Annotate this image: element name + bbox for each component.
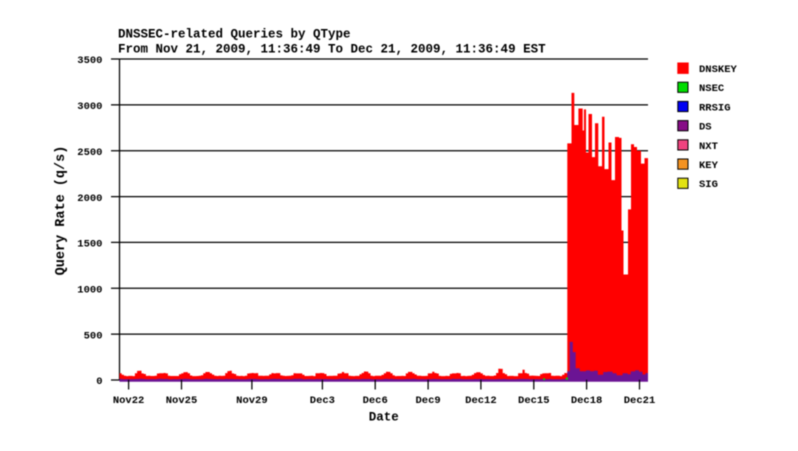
svg-text:Dec15: Dec15 (518, 395, 550, 407)
svg-text:2000: 2000 (77, 193, 102, 205)
svg-text:SIG: SIG (699, 179, 718, 191)
svg-text:2500: 2500 (77, 147, 102, 159)
svg-text:RRSIG: RRSIG (699, 102, 731, 114)
svg-text:1000: 1000 (77, 285, 102, 297)
svg-text:Dec9: Dec9 (415, 395, 440, 407)
svg-text:NXT: NXT (699, 141, 718, 153)
svg-text:0: 0 (96, 376, 102, 388)
svg-text:Nov22: Nov22 (113, 395, 145, 407)
svg-text:Dec18: Dec18 (571, 395, 603, 407)
svg-text:DS: DS (699, 122, 712, 134)
svg-text:Nov29: Nov29 (236, 395, 268, 407)
svg-text:NSEC: NSEC (699, 83, 725, 95)
svg-text:KEY: KEY (699, 160, 719, 172)
svg-text:Dec21: Dec21 (624, 395, 656, 407)
svg-text:Dec12: Dec12 (465, 395, 497, 407)
svg-text:500: 500 (84, 330, 103, 342)
svg-text:3500: 3500 (77, 55, 102, 67)
svg-text:DNSKEY: DNSKEY (699, 64, 738, 76)
svg-text:Date: Date (369, 411, 399, 425)
svg-text:3000: 3000 (77, 101, 102, 113)
svg-text:Nov25: Nov25 (166, 395, 198, 407)
svg-text:1500: 1500 (77, 239, 102, 251)
svg-text:Dec6: Dec6 (363, 395, 388, 407)
svg-text:Query Rate (q/s): Query Rate (q/s) (54, 146, 69, 276)
svg-text:DNSSEC-related Queries by QTyp: DNSSEC-related Queries by QType (118, 28, 351, 42)
svg-text:From Nov 21, 2009, 11:36:49 To: From Nov 21, 2009, 11:36:49 To Dec 21, 2… (118, 43, 546, 57)
svg-text:Dec3: Dec3 (310, 395, 335, 407)
